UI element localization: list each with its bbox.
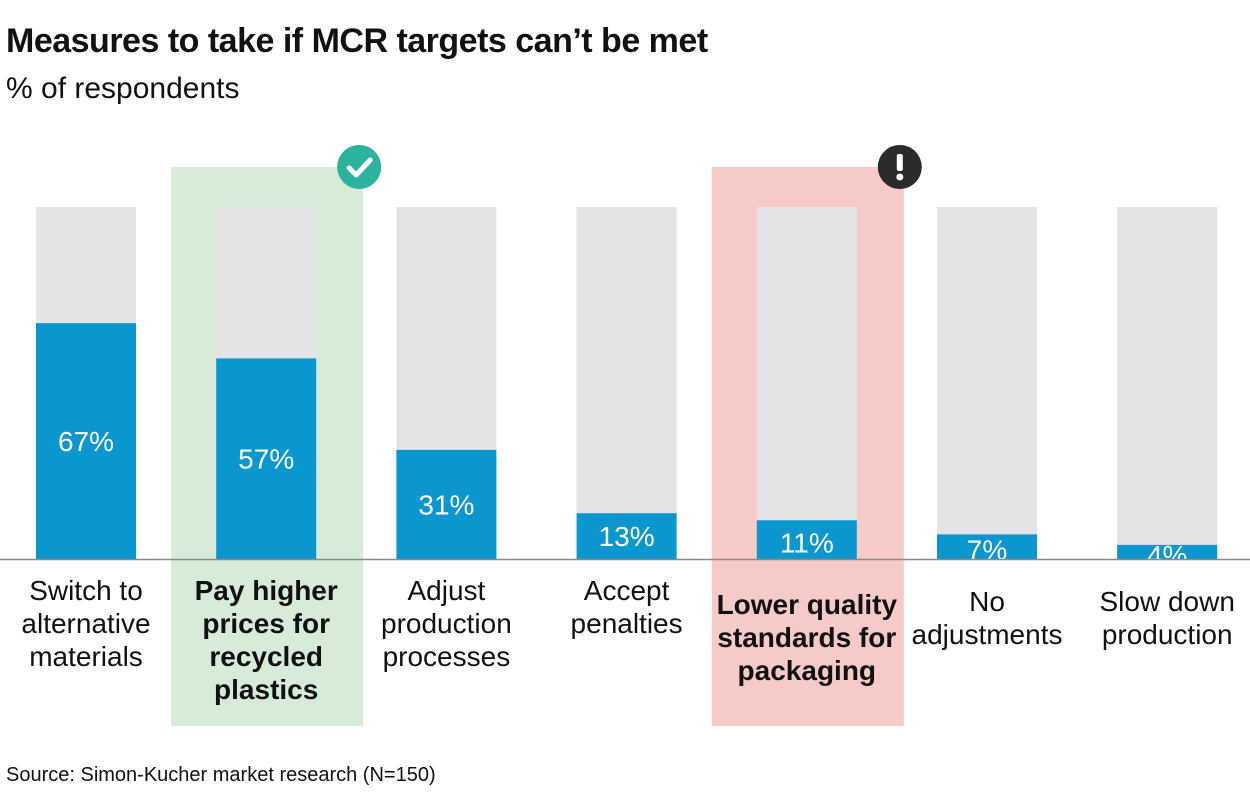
bar [1117, 544, 1218, 559]
bar-value-label: 13% [599, 521, 655, 552]
category-label: Lower quality standards for packaging [717, 589, 898, 686]
bar-value-label: 4% [1147, 540, 1187, 571]
check-circle-icon [337, 145, 382, 189]
bars-layer: 67% 57% 31% 13% 11% 7% 4% [36, 207, 1218, 571]
source-note: Source: Simon-Kucher market research (N=… [6, 764, 436, 786]
bar-value-label: 11% [780, 528, 834, 559]
bar-track [576, 207, 677, 559]
bar [36, 323, 136, 559]
bar [937, 534, 1037, 559]
bar [756, 520, 857, 559]
bar [576, 513, 677, 559]
bar-track [937, 207, 1037, 559]
bar [396, 449, 497, 559]
category-label: Accept penalties [571, 575, 683, 639]
bar [216, 358, 317, 559]
bar-track [1117, 207, 1218, 559]
bar-value-label: 31% [418, 489, 474, 520]
icons-layer [337, 145, 922, 189]
bar-value-label: 7% [967, 535, 1007, 566]
category-label: No adjustments [912, 586, 1063, 650]
category-labels-layer: Switch to alternative materials Pay higher p… [21, 575, 1234, 705]
exclamation-circle-icon [877, 145, 922, 189]
bar-value-label: 67% [58, 426, 114, 457]
category-label: Switch to alternative materials [21, 575, 150, 672]
category-label: Adjust production processes [381, 575, 512, 672]
bar-track [756, 207, 857, 559]
category-label: Slow down production [1099, 586, 1234, 650]
category-label: Pay higher prices for recycled plastics [195, 575, 338, 705]
bar-chart: 67% 57% 31% 13% 11% 7% 4% Switch to alternative… [0, 145, 1250, 726]
bar-value-label: 57% [238, 444, 294, 475]
chart-title: Measures to take if MCR targets can’t be… [6, 22, 708, 60]
chart-subtitle: % of respondents [6, 72, 240, 105]
